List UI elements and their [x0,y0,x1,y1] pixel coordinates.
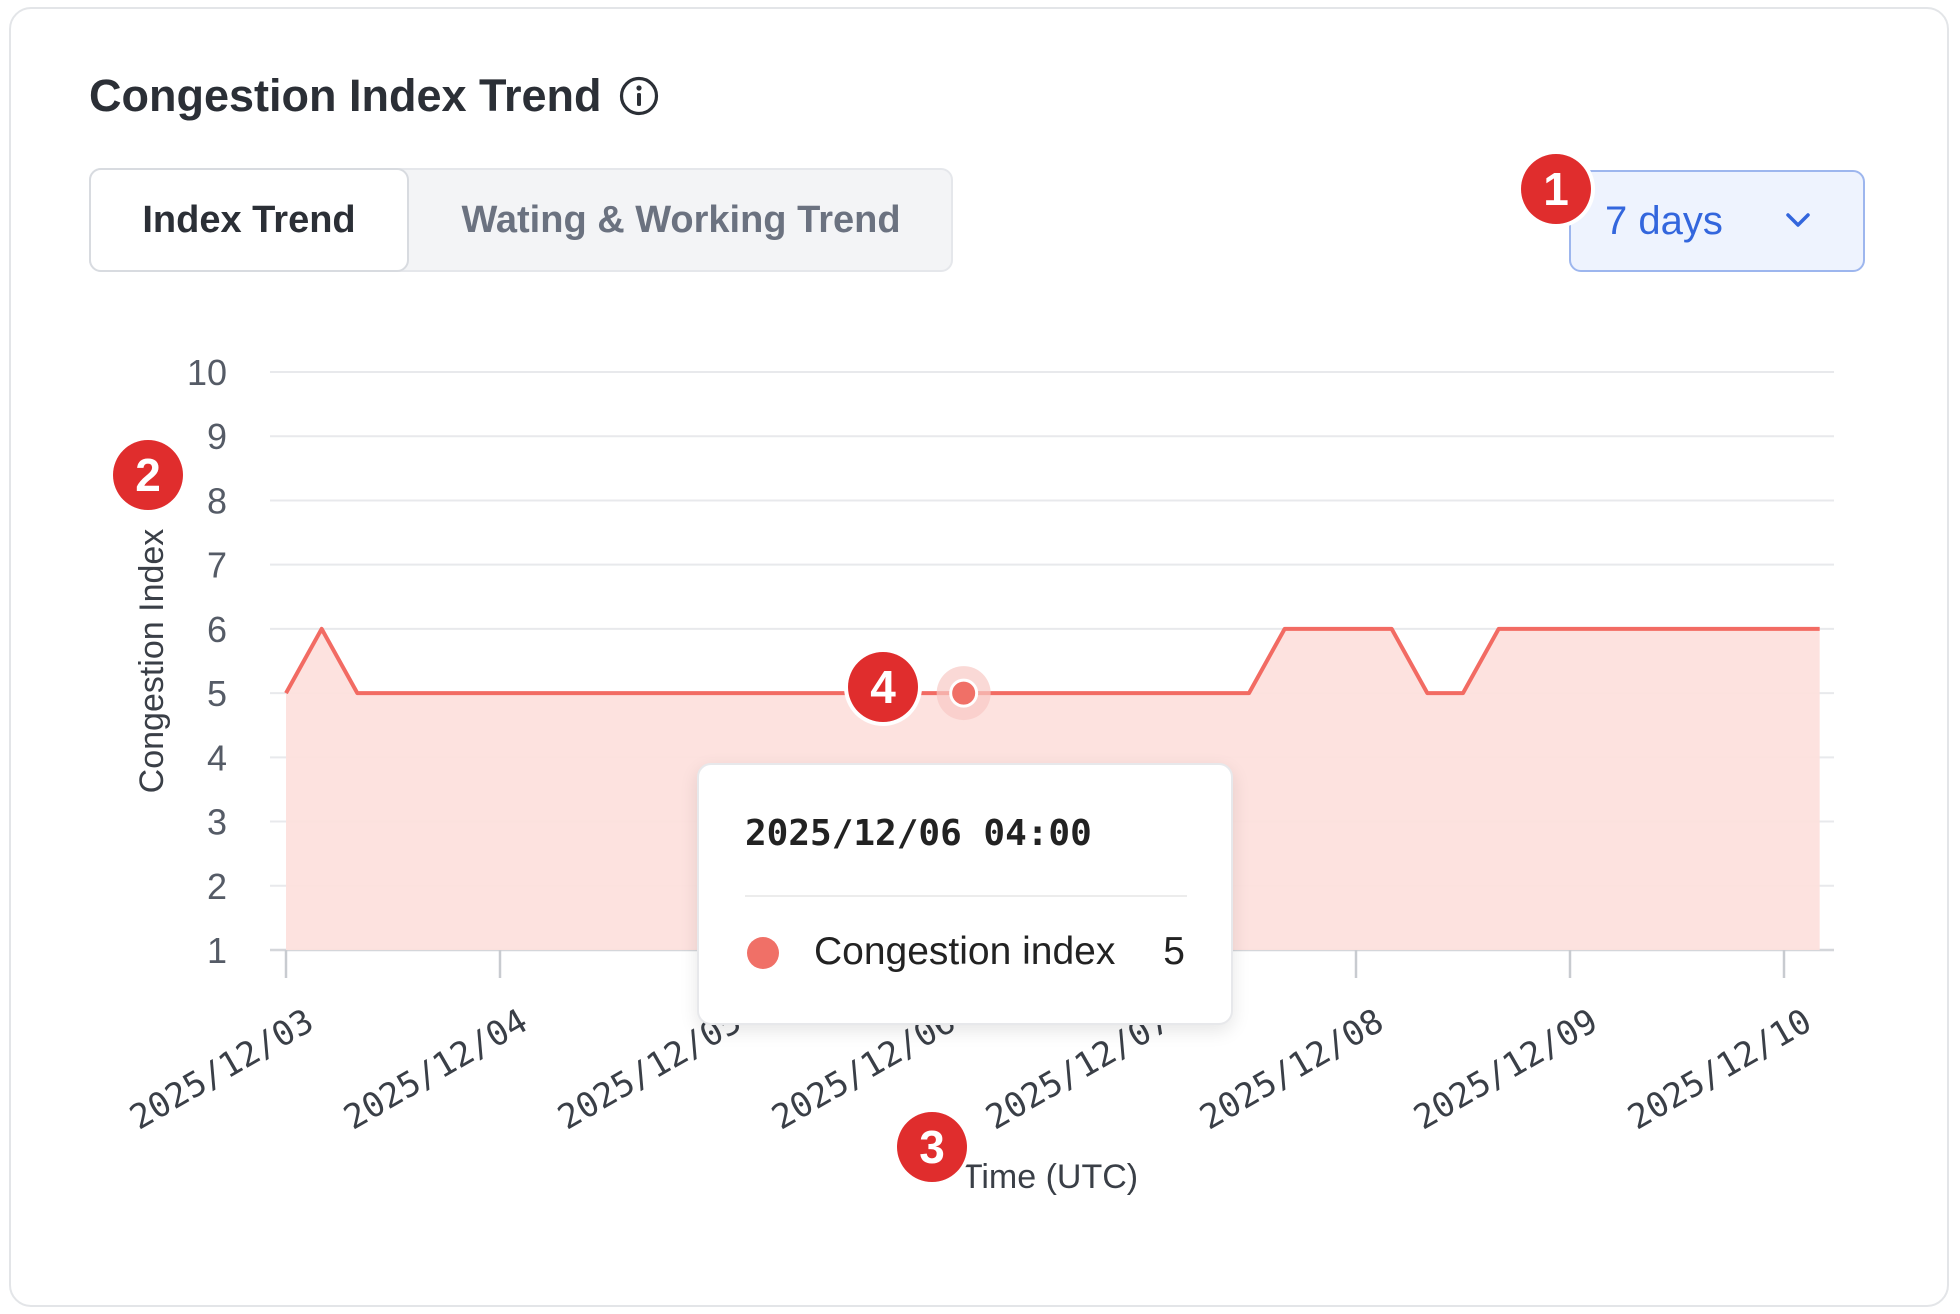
x-axis-title: Time (UTC) [962,1158,1138,1196]
page-title: Congestion Index Trend [89,70,660,122]
y-tick-label: 2 [207,866,227,907]
tab-bar: Index Trend Wating & Working Trend [89,168,953,272]
series-marker-icon [747,937,779,969]
y-tick-label: 7 [207,545,227,586]
callout-badge-3: 3 [897,1112,967,1182]
y-tick-label: 1 [207,930,227,971]
highlight-point [949,678,979,708]
info-icon[interactable] [618,75,660,117]
series-line [284,626,1820,696]
callout-badge-1: 1 [1521,154,1591,224]
y-tick-label: 4 [207,737,227,778]
y-tick-label: 3 [207,802,227,843]
tooltip-divider [745,895,1187,897]
y-tick-label: 6 [207,609,227,650]
y-tick-label: 9 [207,416,227,457]
x-tick-label: 2025/12/09 [1407,1001,1604,1138]
tab-index-trend[interactable]: Index Trend [89,168,409,272]
tooltip-time: 2025/12/06 04:00 [745,813,1092,854]
chevron-down-icon [1783,210,1813,235]
callout-badge-4: 4 [848,652,918,722]
y-tick-label: 5 [207,673,227,714]
callout-badge-2: 2 [113,440,183,510]
x-tick-label: 2025/12/10 [1621,1001,1818,1138]
x-tick-label: 2025/12/04 [337,1001,534,1138]
tab-waiting-working-trend[interactable]: Wating & Working Trend [461,198,901,241]
y-tick-label: 8 [207,480,227,521]
time-range-select[interactable]: 7 days [1569,170,1865,272]
y-tick-label: 10 [187,352,227,393]
x-tick-label: 2025/12/03 [123,1001,320,1138]
title-text: Congestion Index Trend [89,70,602,121]
tooltip-series-label: Congestion index [814,930,1116,973]
tooltip-series-value: 5 [1163,930,1185,973]
time-range-value: 7 days [1605,198,1723,243]
chart-tooltip: 2025/12/06 04:00 Congestion index 5 [697,763,1233,1025]
y-axis-title: Congestion Index [133,529,171,794]
